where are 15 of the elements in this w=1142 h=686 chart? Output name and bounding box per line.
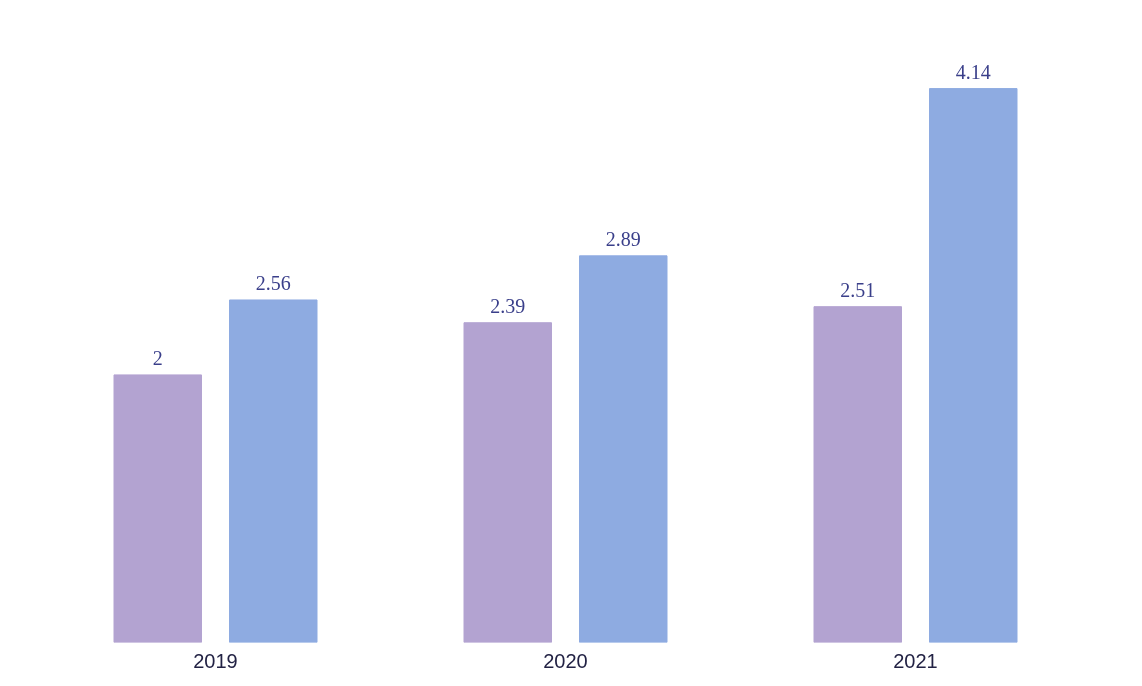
x-tick-label: 2019 [193, 649, 238, 672]
data-label: 2.39 [490, 294, 526, 317]
x-tick-label: 2020 [543, 649, 588, 672]
data-label: 2.89 [605, 227, 641, 250]
bar [929, 88, 1018, 643]
bar [229, 299, 318, 643]
x-tick-label: 2021 [893, 649, 938, 672]
data-label: 2.56 [255, 271, 291, 294]
data-label: 2.51 [840, 278, 876, 301]
bar [579, 255, 668, 643]
bar [463, 322, 552, 643]
data-label: 4.14 [955, 60, 991, 83]
data-label: 2 [152, 346, 163, 369]
bar [113, 374, 202, 643]
bar [813, 306, 902, 643]
